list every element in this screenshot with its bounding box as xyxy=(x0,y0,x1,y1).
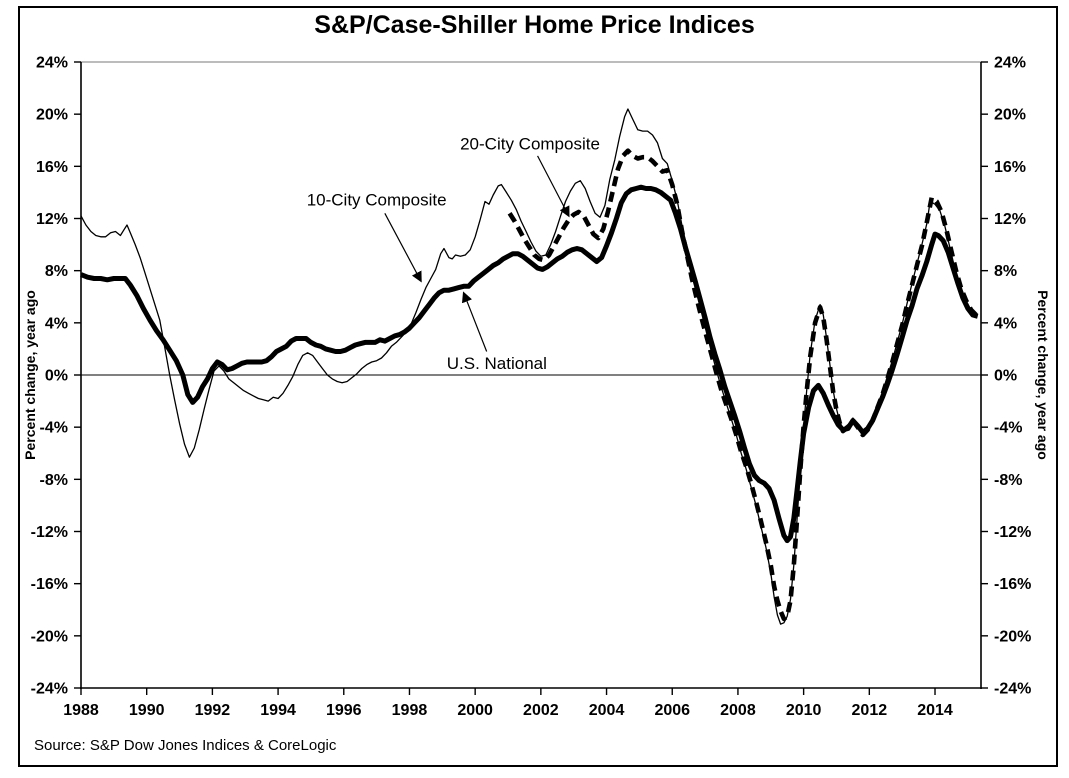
x-tick-label: 2006 xyxy=(654,702,690,719)
y-tick-label-left: 24% xyxy=(36,55,68,72)
y-tick-label-left: 12% xyxy=(36,211,68,228)
x-tick-label: 1996 xyxy=(326,702,362,719)
y-tick-label-right: 8% xyxy=(994,263,1017,280)
x-tick-label: 1992 xyxy=(195,702,231,719)
x-tick-label: 2012 xyxy=(852,702,888,719)
x-tick-label: 1998 xyxy=(392,702,428,719)
chart-title: S&P/Case-Shiller Home Price Indices xyxy=(314,11,755,39)
x-tick-label: 2010 xyxy=(786,702,822,719)
x-tick-label: 1990 xyxy=(129,702,165,719)
y-tick-label-left: -24% xyxy=(31,681,68,698)
y-tick-label-right: -4% xyxy=(994,420,1022,437)
series-line-20-city-composite xyxy=(507,148,978,622)
y-tick-label-right: 4% xyxy=(994,315,1017,332)
x-tick-label: 2014 xyxy=(917,702,953,719)
annotation-label-10-city-composite: 10-City Composite xyxy=(307,191,447,210)
y-tick-label-right: -12% xyxy=(994,524,1031,541)
y-tick-label-left: -4% xyxy=(40,420,68,437)
y-tick-label-right: -20% xyxy=(994,628,1031,645)
y-tick-label-right: 16% xyxy=(994,159,1026,176)
annotation-arrow-20-city-composite xyxy=(537,155,570,218)
y-tick-label-right: 12% xyxy=(994,211,1026,228)
chart-outer-border xyxy=(18,6,1058,767)
source-note: Source: S&P Dow Jones Indices & CoreLogi… xyxy=(34,737,337,754)
x-tick-label: 2002 xyxy=(523,702,559,719)
series-line-u-s-national xyxy=(80,184,979,544)
x-tick-label: 2004 xyxy=(589,702,625,719)
y-tick-label-right: 24% xyxy=(994,55,1026,72)
x-tick-label: 1994 xyxy=(260,702,296,719)
y-tick-label-right: -16% xyxy=(994,576,1031,593)
y-tick-label-left: -12% xyxy=(31,524,68,541)
y-tick-label-left: -20% xyxy=(31,628,68,645)
y-tick-label-right: 0% xyxy=(994,368,1017,385)
annotation-arrow-u-s-national xyxy=(461,291,488,352)
y-tick-label-right: -24% xyxy=(994,681,1031,698)
y-tick-label-left: 20% xyxy=(36,107,68,124)
annotation-arrow-10-city-composite xyxy=(384,213,422,283)
y-tick-label-right: 20% xyxy=(994,107,1026,124)
y-tick-label-left: 16% xyxy=(36,159,68,176)
annotation-label-20-city-composite: 20-City Composite xyxy=(460,135,600,154)
y-tick-label-right: -8% xyxy=(994,472,1022,489)
x-tick-label: 2008 xyxy=(720,702,756,719)
y-tick-label-left: -8% xyxy=(40,472,68,489)
y-tick-label-left: 4% xyxy=(45,315,68,332)
annotation-label-u-s-national: U.S. National xyxy=(447,354,547,373)
y-tick-label-left: 0% xyxy=(45,368,68,385)
x-tick-label: 1988 xyxy=(63,702,99,719)
y-tick-label-left: -16% xyxy=(31,576,68,593)
x-tick-label: 2000 xyxy=(457,702,493,719)
y-tick-label-left: 8% xyxy=(45,263,68,280)
